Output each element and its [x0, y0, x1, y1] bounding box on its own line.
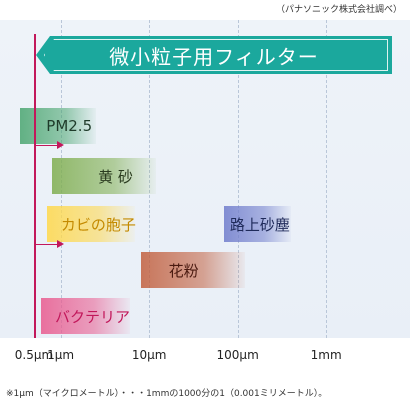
range-bar: カビの胞子 [46, 206, 136, 242]
x-tick-label: 1mm [310, 348, 342, 362]
range-bar: PM2.5 [20, 108, 96, 144]
chart-title: 微小粒子用フィルター [109, 44, 319, 69]
filter-threshold-line [34, 34, 36, 338]
source-note: （パナソニック株式会社調べ） [275, 5, 402, 15]
x-tick-label: 1μm [47, 348, 75, 362]
chart-plot-area: 微小粒子用フィルター PM2.5 黄 砂カビの胞子 路上砂塵花粉バクテリア [0, 20, 410, 338]
range-label: 黄 砂 [98, 167, 133, 186]
range-label: バクテリア [55, 307, 131, 326]
x-tick-label: 100μm [216, 348, 259, 362]
range-label: 路上砂塵 [229, 215, 290, 234]
range-bar: バクテリア [41, 298, 130, 334]
range-bar: 花粉 [140, 252, 245, 288]
range-label: 花粉 [168, 261, 199, 280]
chart-title-banner: 微小粒子用フィルター [36, 36, 392, 74]
range-bar: 路上砂塵 [223, 206, 291, 242]
range-label: カビの胞子 [60, 215, 136, 234]
gridline [237, 20, 239, 338]
gridline [326, 20, 328, 338]
range-label: PM2.5 [46, 117, 93, 135]
x-tick-label: 10μm [131, 348, 167, 362]
footnote: ※1μm（マイクロメートル）・・・1mmの1000分の1（0.001ミリメートル… [6, 389, 328, 399]
banner-border [44, 39, 388, 71]
x-tick-label: 0.5μm [14, 348, 54, 362]
filter-arrow [36, 141, 64, 149]
filter-arrow [36, 240, 64, 248]
range-bar: 黄 砂 [52, 158, 157, 194]
